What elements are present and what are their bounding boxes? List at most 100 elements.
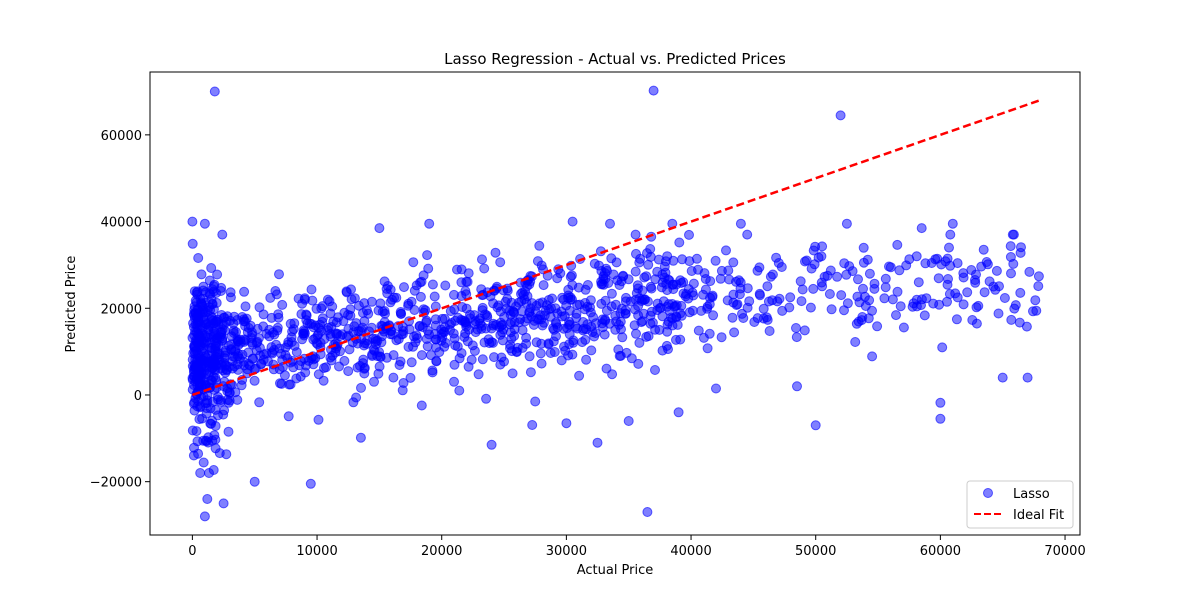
scatter-point — [869, 283, 880, 294]
scatter-point — [655, 303, 666, 313]
scatter-point — [565, 271, 576, 282]
scatter-point — [642, 507, 653, 517]
scatter-point — [674, 237, 685, 248]
scatter-point — [711, 383, 721, 394]
scatter-point — [1006, 268, 1016, 279]
scatter-point — [884, 261, 894, 272]
scatter-point — [196, 298, 207, 309]
scatter-point — [958, 299, 969, 310]
scatter-point — [272, 325, 283, 336]
y-tick-label: 20000 — [101, 302, 142, 317]
scatter-point — [509, 324, 520, 335]
legend-marker-lasso — [983, 488, 993, 498]
scatter-point — [617, 332, 628, 343]
scatter-point — [301, 315, 312, 326]
scatter-point — [199, 218, 210, 229]
scatter-point — [189, 380, 199, 391]
scatter-point — [223, 426, 234, 437]
scatter-point — [239, 286, 250, 297]
scatter-point — [531, 337, 542, 348]
scatter-point — [799, 325, 810, 336]
scatter-point — [395, 307, 406, 317]
scatter-point — [879, 293, 890, 304]
scatter-point — [201, 361, 212, 372]
scatter-point — [352, 338, 363, 349]
scatter-point — [633, 310, 644, 321]
scatter-point — [684, 229, 694, 240]
scatter-point — [274, 269, 284, 280]
scatter-point — [623, 416, 634, 426]
scatter-point — [206, 332, 217, 343]
scatter-point — [864, 268, 875, 279]
scatter-point — [1030, 295, 1041, 306]
scatter-point — [608, 269, 619, 280]
scatter-point — [944, 242, 954, 253]
scatter-point — [772, 296, 783, 307]
scatter-point — [445, 325, 455, 335]
scatter-point — [205, 289, 216, 300]
scatter-point — [313, 369, 324, 380]
scatter-point — [601, 263, 612, 274]
y-tick-label: −20000 — [90, 476, 142, 491]
scatter-point — [480, 309, 491, 320]
scatter-point — [911, 251, 922, 262]
scatter-point — [222, 386, 233, 397]
scatter-point — [1006, 314, 1017, 325]
scatter-point — [243, 358, 254, 369]
scatter-point — [552, 273, 563, 284]
scatter-point — [346, 294, 357, 305]
scatter-point — [358, 358, 368, 369]
scatter-point — [206, 263, 217, 273]
scatter-point — [561, 418, 572, 429]
scatter-point — [919, 310, 930, 321]
scatter-point — [862, 254, 873, 265]
legend-label-lasso: Lasso — [1013, 487, 1050, 502]
scatter-point — [194, 414, 205, 425]
scatter-point — [1005, 241, 1016, 252]
scatter-point — [754, 288, 765, 299]
scatter-point — [429, 291, 440, 302]
scatter-point — [424, 218, 435, 229]
scatter-point — [616, 276, 627, 287]
scatter-point — [749, 317, 760, 327]
ideal-fit-line — [191, 98, 1041, 397]
scatter-point — [913, 277, 924, 288]
y-tick-label: 60000 — [101, 129, 142, 144]
scatter-point — [1005, 252, 1016, 262]
scatter-point — [192, 336, 203, 347]
scatter-point — [826, 304, 837, 315]
scatter-point — [461, 276, 472, 287]
scatter-point — [218, 320, 229, 330]
scatter-point — [249, 476, 260, 487]
scatter-point — [704, 328, 715, 339]
scatter-point — [204, 468, 214, 478]
scatter-point — [892, 286, 903, 297]
scatter-point — [947, 218, 958, 229]
scatter-point — [187, 216, 198, 227]
scatter-point — [742, 283, 753, 294]
scatter-point — [1015, 287, 1026, 298]
scatter-point — [630, 266, 641, 277]
scatter-point — [254, 302, 265, 313]
scatter-point — [673, 407, 684, 418]
scatter-point — [934, 299, 945, 310]
scatter-point — [937, 342, 948, 353]
scatter-point — [198, 457, 209, 468]
scatter-point — [253, 333, 264, 344]
scatter-point — [592, 437, 603, 448]
scatter-point — [979, 287, 990, 298]
scatter-point — [684, 256, 695, 267]
scatter-point — [810, 241, 821, 252]
scatter-point — [405, 372, 416, 383]
scatter-point — [836, 290, 847, 301]
scatter-point — [935, 413, 946, 424]
scatter-point — [582, 280, 593, 290]
scatter-point — [728, 257, 739, 268]
scatter-point — [394, 360, 405, 370]
scatter-point — [1022, 372, 1033, 383]
scatter-point — [379, 276, 390, 287]
scatter-point — [460, 317, 470, 328]
scatter-point — [958, 268, 969, 279]
scatter-point — [734, 289, 745, 300]
scatter-point — [289, 340, 300, 351]
